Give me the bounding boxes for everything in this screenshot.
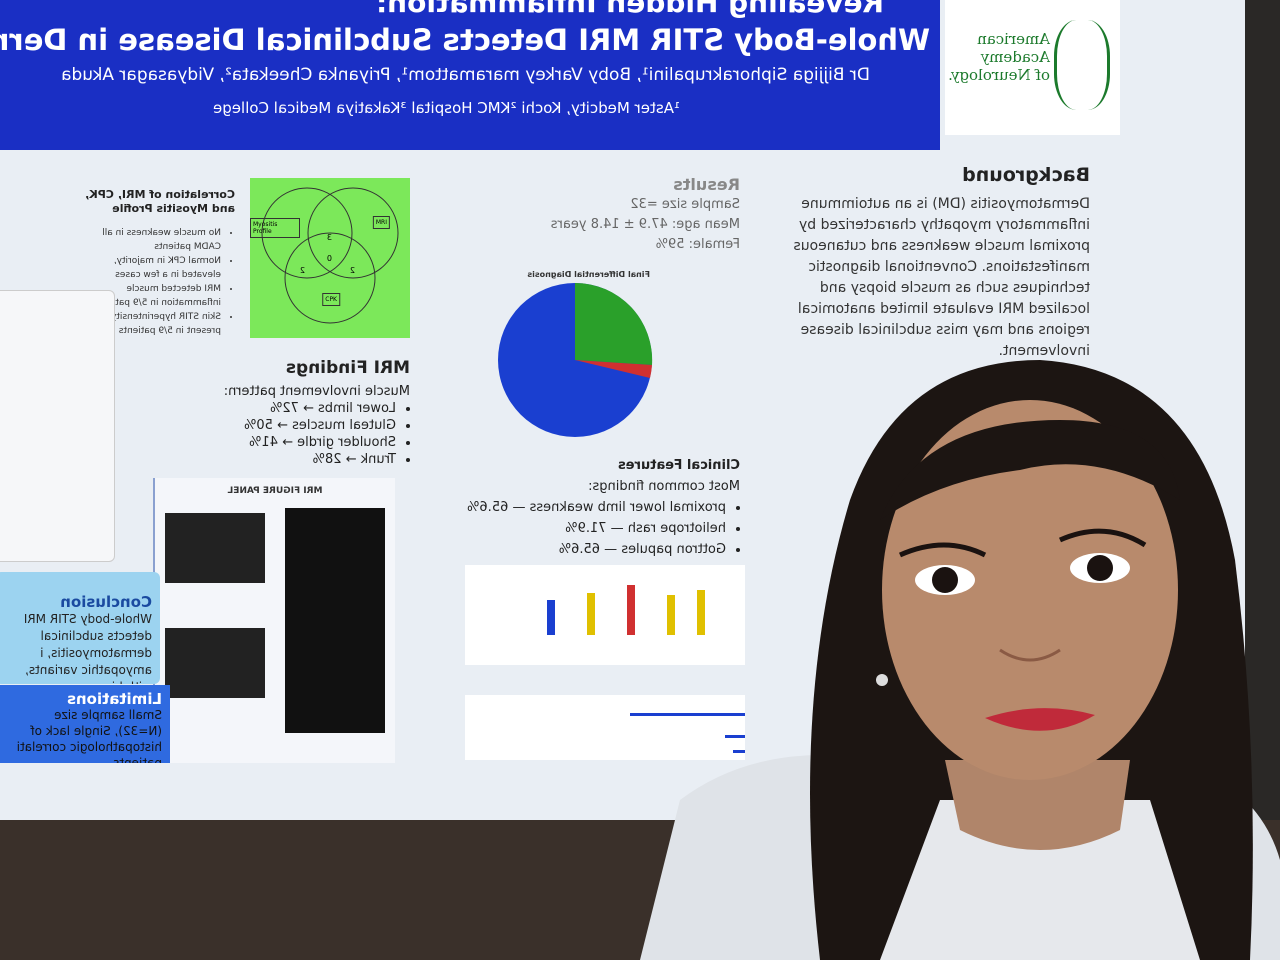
jacket-front [880, 800, 1200, 960]
pupil [932, 567, 958, 593]
bangs [880, 420, 1180, 520]
nose [999, 648, 1061, 662]
earring [876, 674, 888, 686]
neck [945, 760, 1130, 850]
venn-circle [261, 187, 353, 279]
eyebrow [1058, 528, 1147, 548]
venn-circle [284, 232, 376, 324]
venn [261, 187, 399, 324]
pie-slice [575, 282, 653, 365]
venn-circle [307, 187, 399, 279]
lips [985, 708, 1095, 731]
eyebrow [898, 542, 987, 558]
pie-chart [498, 282, 653, 437]
venn-box: Myositis Profile MRI CPK 3 0 2 2 [250, 178, 410, 338]
face [882, 400, 1178, 780]
pie-slice [575, 360, 652, 378]
pupil [1087, 555, 1113, 581]
